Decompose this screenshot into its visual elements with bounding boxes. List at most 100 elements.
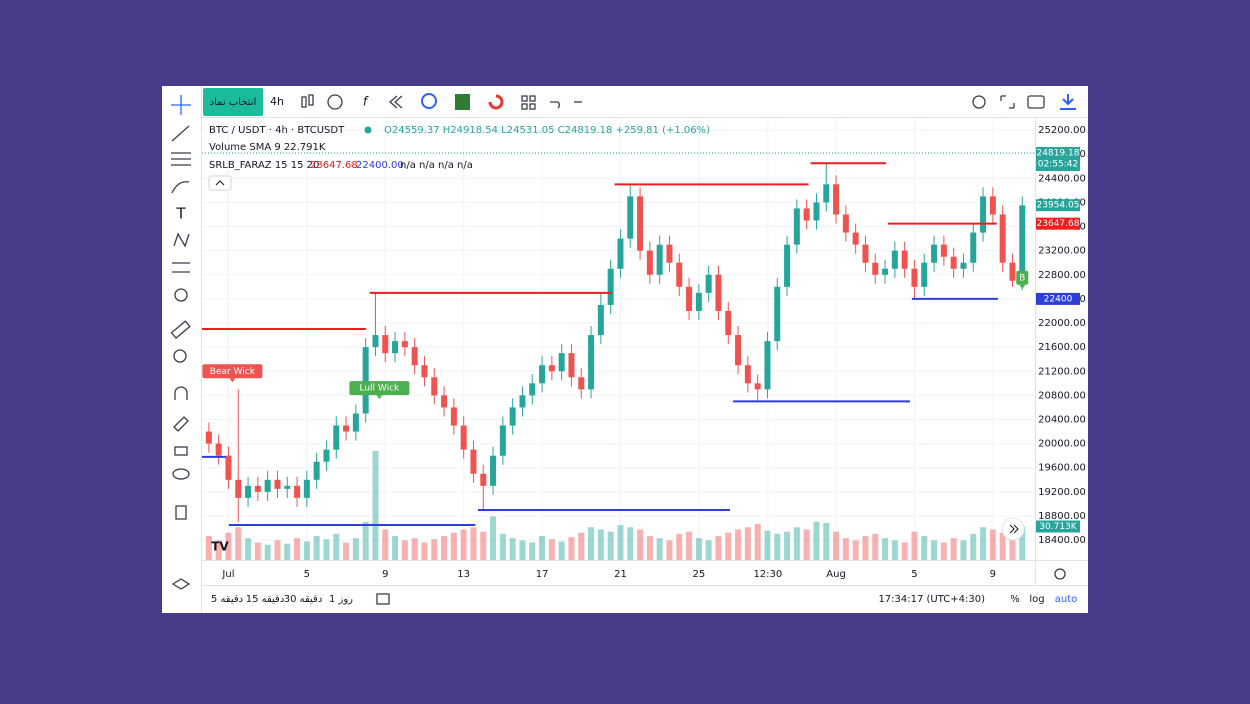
zoom-tool[interactable]: [173, 349, 187, 363]
collapse-icon: [215, 180, 225, 186]
fib-tool[interactable]: [171, 152, 191, 166]
x-tick-label: 5: [911, 569, 917, 580]
volume-bar: [715, 536, 722, 560]
volume-bar: [735, 529, 742, 560]
volume-bar: [343, 542, 350, 560]
lock-tool[interactable]: [174, 446, 188, 456]
volume-bar: [431, 539, 438, 560]
emoji-tool[interactable]: [174, 288, 188, 302]
volume-bar: [490, 516, 497, 560]
layers-tool[interactable]: [171, 578, 191, 590]
range-button[interactable]: 5 دقیقه: [211, 594, 243, 605]
price-label: 22400: [1044, 294, 1073, 304]
volume-bar: [666, 540, 673, 560]
range-button[interactable]: 1 روز: [329, 594, 353, 605]
magnet-tool[interactable]: [174, 386, 188, 400]
volume-bar: [744, 527, 751, 560]
auto-button[interactable]: auto: [1055, 594, 1078, 605]
replay-button[interactable]: [389, 95, 403, 109]
volume-bar: [656, 538, 663, 560]
x-tick-label: 17: [536, 569, 549, 580]
text-tool[interactable]: T: [175, 205, 186, 223]
y-tick-label: 21200.00: [1038, 366, 1086, 377]
price-label-box: [1036, 199, 1080, 212]
download-button[interactable]: [1060, 94, 1076, 110]
range-button[interactable]: 30 دقیقه: [284, 594, 323, 605]
x-tick-label: 12:30: [753, 569, 782, 580]
volume-bar: [568, 537, 575, 560]
candle-body: [509, 407, 516, 426]
price-label-box: [1036, 292, 1080, 305]
candle-body: [607, 268, 614, 305]
range-button[interactable]: 15 دقیقه: [246, 594, 285, 605]
axis-settings-button[interactable]: [1054, 568, 1066, 580]
volume-bar: [813, 521, 820, 560]
search-button[interactable]: [421, 93, 437, 109]
volume-bar: [205, 536, 212, 560]
legend-indicator-support: 22400.00: [356, 160, 404, 171]
screenshot-button[interactable]: [1027, 95, 1045, 109]
log-button[interactable]: log: [1029, 594, 1044, 605]
settings-button[interactable]: [972, 95, 986, 109]
candle-body: [529, 383, 536, 396]
x-tick-label: Jul: [221, 569, 234, 580]
fullscreen-button[interactable]: [1000, 95, 1015, 109]
volume-bar: [392, 536, 399, 560]
undo-button[interactable]: [550, 101, 560, 109]
annotation-pointer: [229, 378, 236, 383]
add-indicator-button[interactable]: [327, 94, 343, 110]
lock-draw-tool[interactable]: [173, 416, 189, 432]
hide-tool[interactable]: [172, 468, 190, 480]
volume-bar: [548, 539, 555, 560]
candle-body: [842, 214, 849, 233]
volume-bar: [803, 529, 810, 560]
indicators-button[interactable]: f: [363, 95, 369, 109]
volume-bar: [539, 536, 546, 560]
candle-body: [950, 256, 957, 269]
price-label-timer: 02:55:42: [1038, 160, 1078, 170]
layout-button[interactable]: [521, 95, 536, 110]
interval-button[interactable]: 4h: [270, 95, 284, 108]
candle-body: [1009, 262, 1016, 281]
candle-body: [401, 341, 408, 348]
volume-bar: [480, 531, 487, 560]
save-button[interactable]: [455, 94, 470, 110]
volume-bar: [882, 538, 889, 560]
measure-tool[interactable]: [172, 262, 190, 273]
collapse-legend-button[interactable]: [208, 175, 232, 191]
candle-body: [921, 262, 928, 287]
candle-body: [627, 196, 634, 239]
scroll-right-button[interactable]: [1001, 517, 1025, 541]
annotation-pointer: [376, 395, 383, 400]
volume-bar: [215, 540, 222, 560]
volume-bar: [509, 538, 516, 560]
price-label-box: [1036, 217, 1080, 230]
symbol-button[interactable]: [203, 88, 263, 116]
crosshair-tool[interactable]: [171, 95, 191, 115]
candle-body: [999, 214, 1006, 263]
volume-label: 30.713K: [1039, 522, 1077, 532]
date-range-button[interactable]: [376, 593, 390, 605]
x-tick-label: Aug: [826, 569, 846, 580]
candle-body: [862, 244, 869, 263]
x-tick-label: 25: [692, 569, 705, 580]
x-tick-label: 13: [457, 569, 470, 580]
candle-body: [431, 377, 438, 396]
volume-bar: [686, 531, 693, 560]
volume-bar: [872, 533, 879, 560]
trend-line-tool[interactable]: [171, 125, 190, 142]
brush-tool[interactable]: [171, 181, 190, 194]
percent-button[interactable]: %: [1010, 594, 1020, 605]
volume-bar: [931, 540, 938, 560]
candle-body: [705, 274, 712, 293]
candle-body: [313, 461, 320, 480]
delete-tool[interactable]: [175, 505, 187, 520]
candle-type-button[interactable]: [301, 94, 314, 108]
ruler-tool[interactable]: [170, 320, 191, 339]
refresh-button[interactable]: [488, 94, 504, 110]
volume-bar: [891, 540, 898, 560]
candle-body: [852, 232, 859, 245]
volume-bar: [862, 536, 869, 560]
volume-bar: [274, 540, 281, 560]
pattern-tool[interactable]: [173, 232, 190, 248]
